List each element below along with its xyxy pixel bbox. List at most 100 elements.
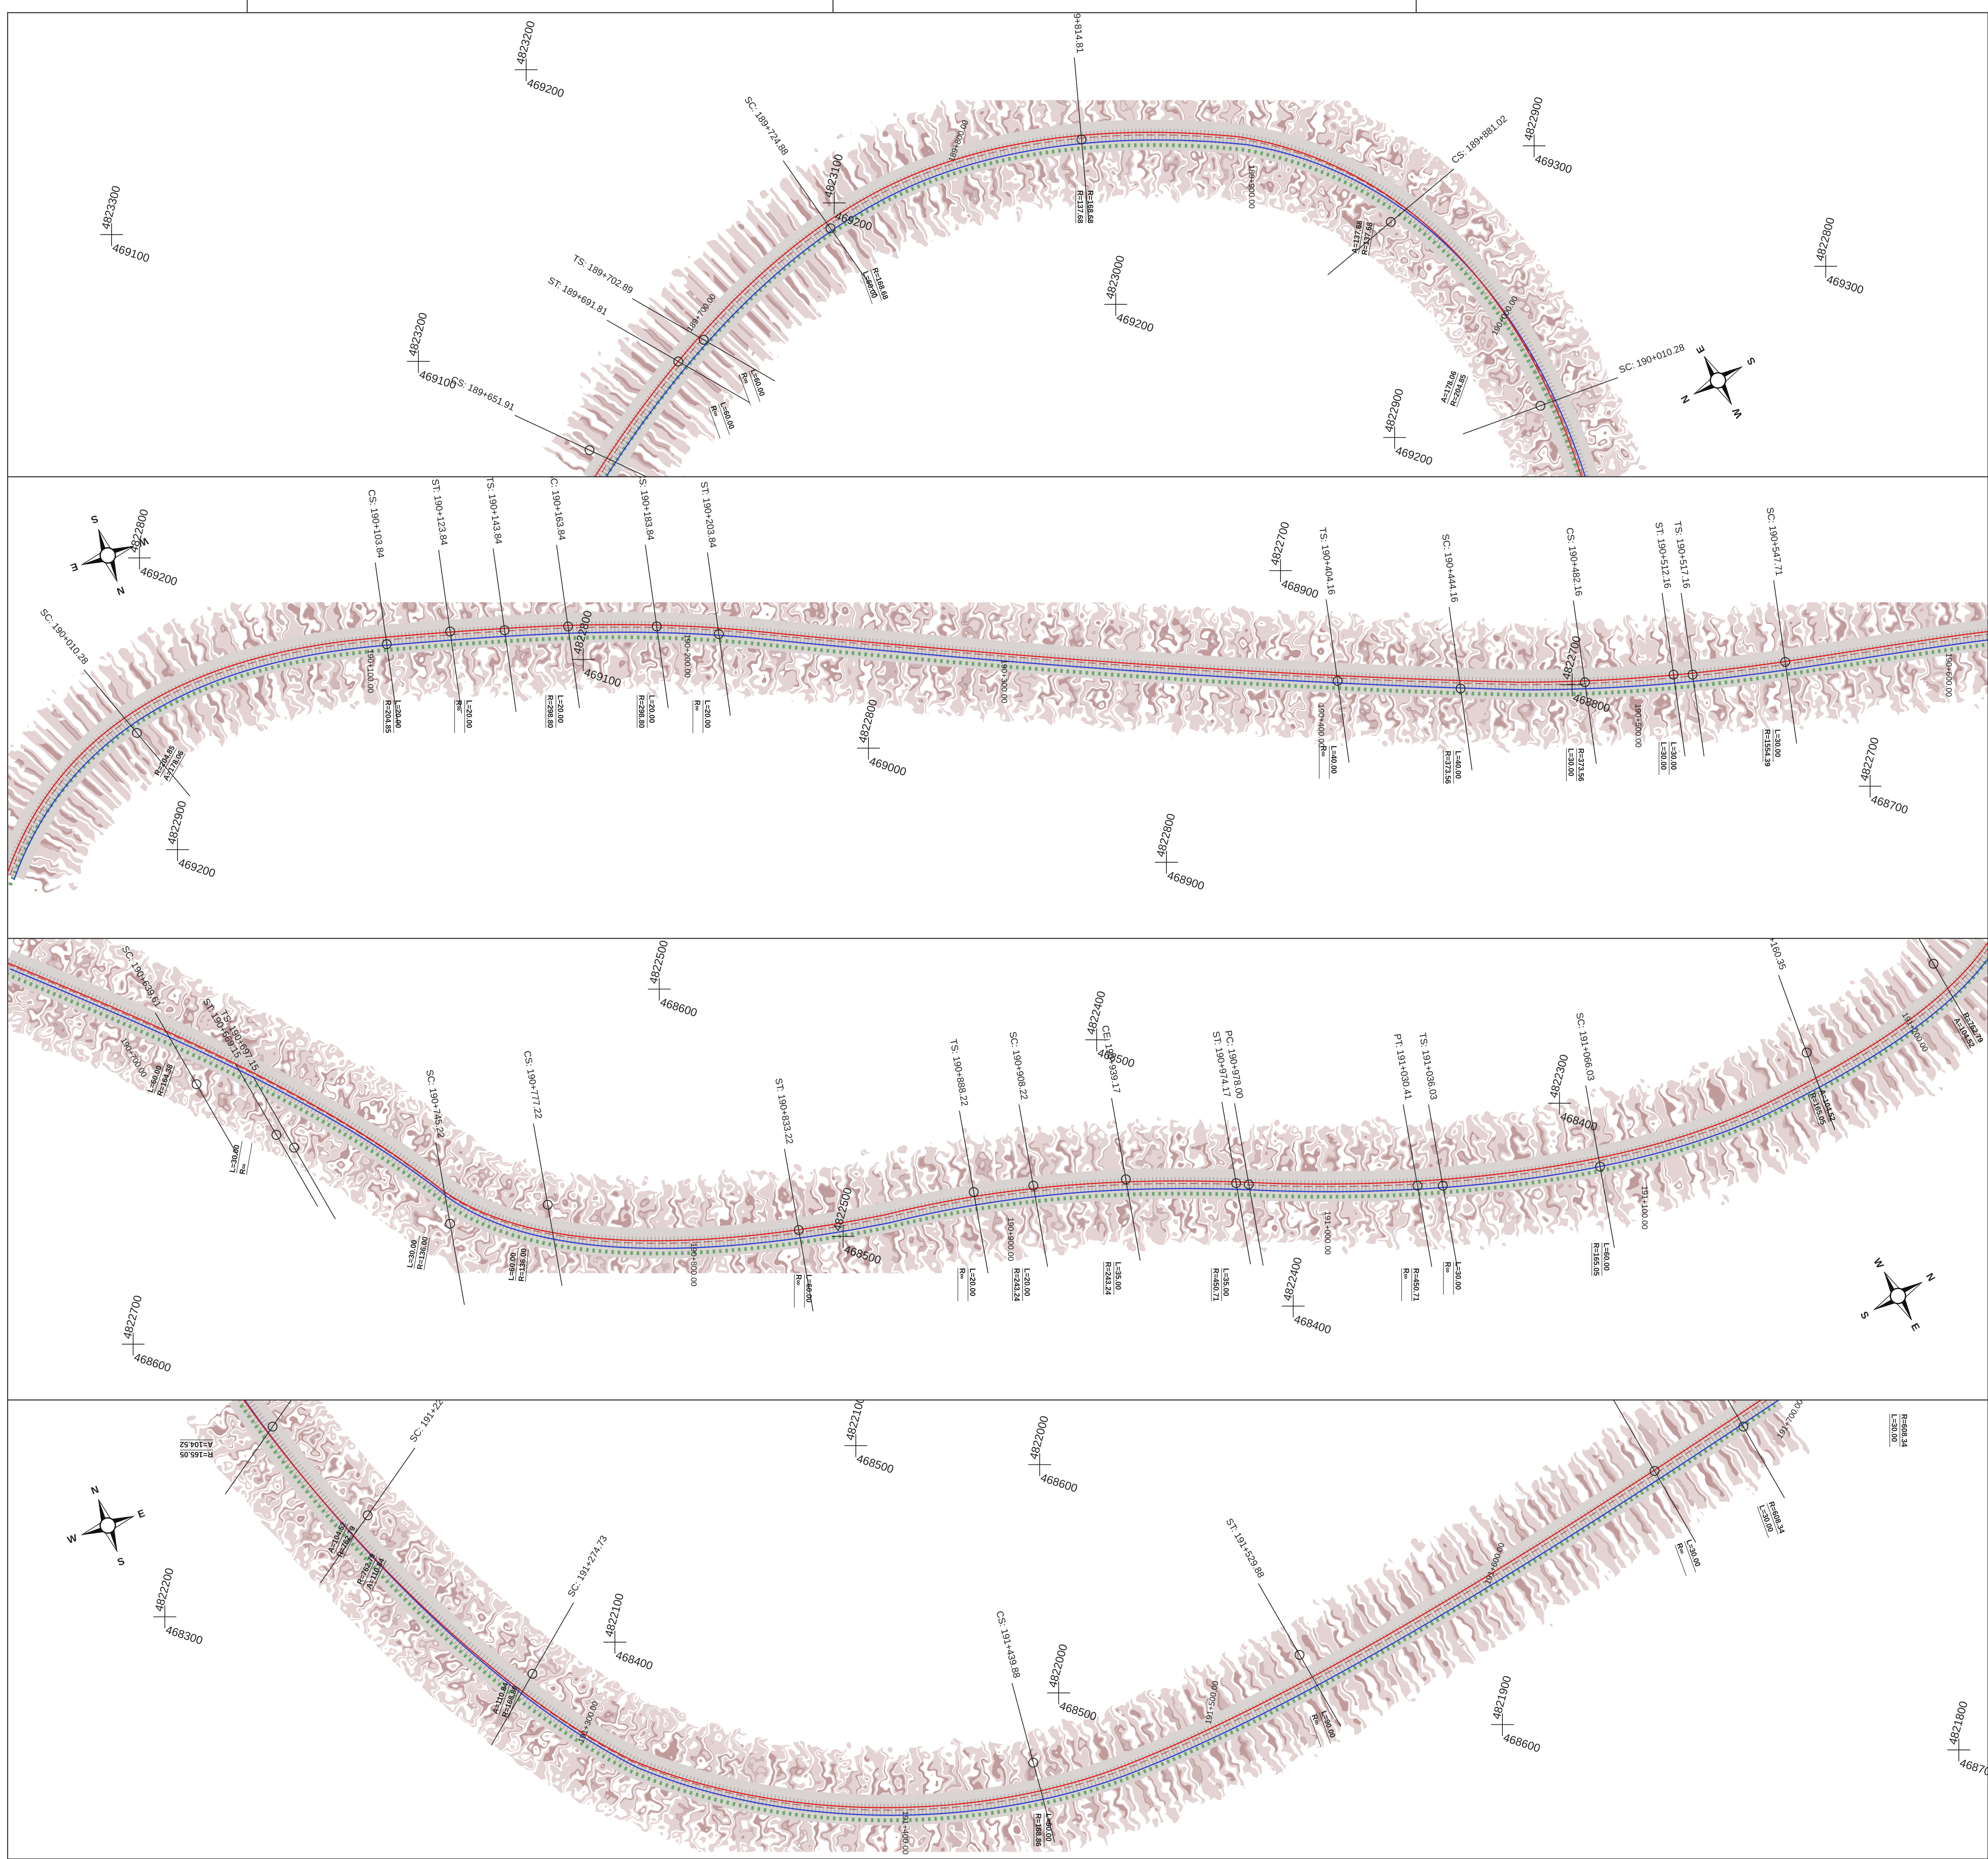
curve-parameters: L=20.00R∞ — [454, 700, 473, 733]
curve-parameter: R∞ — [958, 1268, 967, 1279]
parameter-underline — [153, 1062, 165, 1094]
easting-label: 468900 — [1280, 577, 1320, 601]
grid-cross: 4822700 468900 — [1268, 520, 1320, 601]
easting-label: 468500 — [855, 1452, 895, 1476]
curve-parameter: A=104.52 — [180, 1440, 213, 1449]
station-point — [271, 1130, 282, 1140]
station-label: CS: 190+777.22 — [522, 1050, 545, 1120]
station-line — [533, 1123, 563, 1286]
station-line — [225, 1400, 321, 1495]
curve-parameters: L=30.00R=1554.39 — [1762, 729, 1782, 767]
curve-parameter: R=298.80 — [637, 695, 646, 728]
station-point — [1077, 135, 1087, 145]
compass-letter: W — [1871, 1256, 1886, 1270]
northing-label: 4822100 — [602, 1592, 626, 1638]
grid-cross: 4822300 468300 — [1737, 1300, 1789, 1381]
curve-parameters: R=165.05A=104.52 — [180, 1439, 213, 1459]
curve-parameter: L=60.00 — [718, 401, 736, 430]
station-point — [445, 626, 455, 637]
station-point — [1244, 1179, 1254, 1189]
station-label: SC: 191+224.98 — [407, 1381, 456, 1444]
easting-label: 468700 — [1869, 792, 1909, 817]
easting-label: 468600 — [132, 1350, 173, 1375]
grid-cross: 4821900 468600 — [1489, 1674, 1542, 1755]
parameter-underline — [1757, 1507, 1769, 1538]
station-point — [1294, 1650, 1305, 1660]
curve-parameters: R=450.71R∞ — [1401, 1268, 1420, 1301]
station-point — [1928, 959, 1939, 969]
curve-parameters: L=60.00R=165.05 — [1591, 1243, 1611, 1276]
curve-parameters: L=40.00R∞ — [1319, 746, 1338, 779]
station-point — [1028, 1757, 1039, 1768]
curve-parameters: L=60.00R∞ — [739, 368, 766, 406]
chainage-label: 190+200.00 — [682, 634, 692, 678]
station-point — [1413, 1181, 1423, 1191]
chainage-label: 190+500.00 — [1634, 704, 1643, 748]
station-line — [493, 548, 517, 712]
easting-label: 469200 — [525, 76, 565, 100]
parameter-underline — [708, 407, 720, 439]
station-line — [1463, 377, 1618, 435]
easting-label: 468500 — [1058, 1699, 1098, 1723]
station-label: SC: 191+274.73 — [565, 1533, 609, 1599]
station-label: SC: 190+010.28 — [38, 606, 91, 666]
station-label: SC: 191+066.03 — [1574, 1012, 1597, 1082]
parameter-underline — [748, 371, 761, 402]
curve-parameter: R=168.68 — [1086, 190, 1095, 223]
curve-parameters: L=30.00R∞ — [1675, 1538, 1702, 1576]
station-label: TS: 190+404.16 — [1317, 527, 1337, 596]
northing-label: 4822700 — [120, 1294, 144, 1340]
compass-letter: S — [116, 1556, 126, 1569]
station-label: SC: 190+163.84 — [547, 471, 568, 541]
station-line — [1326, 599, 1350, 763]
curve-parameter: L=35.00 — [1222, 1268, 1230, 1296]
grid-cross: 4823300 469100 — [99, 184, 151, 265]
station-line — [1778, 975, 1835, 1130]
station-line — [1585, 1085, 1615, 1248]
station-line — [514, 415, 664, 477]
curve-parameter: L=20.00 — [394, 700, 402, 728]
easting-label: 469200 — [139, 564, 179, 588]
grid-cross: 4822700 468600 — [120, 1294, 173, 1375]
station-line — [606, 320, 750, 403]
station-point — [1738, 1421, 1749, 1432]
compass-letter: S — [1858, 1309, 1871, 1321]
parameter-underline — [168, 753, 186, 782]
curve-parameter: L=20.00 — [647, 695, 656, 723]
chainage-label: 189+900.00 — [1247, 165, 1256, 209]
curve-parameters: L=20.00R=204.85 — [383, 700, 402, 733]
curve-parameter: R=373.56 — [1577, 748, 1585, 781]
compass-rose: N E S W — [1679, 344, 1758, 420]
compass-rose: N E S W — [1858, 1256, 1937, 1333]
grid-cross: 4822900 469200 — [1382, 387, 1434, 468]
station-line — [632, 298, 775, 382]
northing-label: 4823200 — [406, 311, 430, 357]
curve-parameters: R=373.56L=30.00 — [1566, 748, 1585, 782]
curve-parameter: L=30.00 — [1659, 742, 1667, 770]
easting-label: 468600 — [1502, 1731, 1542, 1755]
station-label: ST: 190+833.22 — [773, 1077, 795, 1145]
parameter-underline — [498, 1684, 511, 1715]
curve-parameters: L=60.00R∞ — [794, 1274, 813, 1308]
curve-parameter: R=243.24 — [1013, 1268, 1021, 1301]
parameter-underline — [1368, 223, 1375, 256]
northing-label: 4822900 — [1521, 96, 1545, 142]
northing-label: 4822100 — [843, 1396, 867, 1442]
compass-letter: S — [1745, 355, 1758, 367]
curve-parameter: L=30.00 — [1454, 1262, 1462, 1290]
station-label: CS: 190+183.84 — [636, 471, 657, 541]
station-line — [1680, 593, 1705, 756]
curve-parameter: L=30.00 — [1567, 748, 1575, 776]
parameter-underline — [1807, 1094, 1820, 1126]
station-line — [1111, 1098, 1141, 1261]
station-label: CS: 190+103.84 — [366, 489, 387, 559]
station-line — [1018, 1104, 1048, 1267]
curve-parameter: L=20.00 — [465, 700, 473, 728]
chainage-label: 190+900.00 — [1006, 1217, 1015, 1261]
parameter-underline — [1675, 1545, 1687, 1576]
station-label: CS: 189+881.02 — [1449, 113, 1509, 166]
compass-center — [99, 547, 116, 564]
station-label: SC: 189+724.88 — [742, 94, 791, 157]
